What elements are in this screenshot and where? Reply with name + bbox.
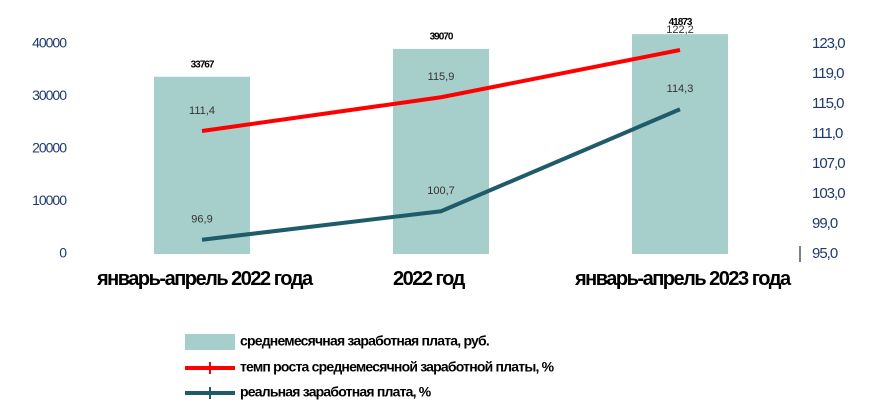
legend-label: реальная заработная плата, %: [240, 384, 432, 400]
y2-tick-label: 95,0: [812, 245, 838, 262]
y2-tick-label: 103,0: [812, 185, 845, 202]
y2-tick-label: 115,0: [812, 95, 844, 112]
x-tick-label: январь-апрель 2022 года: [97, 268, 313, 290]
x-tick-label: январь-апрель 2023 года: [575, 268, 791, 290]
x-tick-label: 2022 год: [393, 268, 465, 290]
y-tick-label: 30000: [32, 87, 67, 103]
y2-tick-label: 123,0: [812, 35, 845, 52]
bar: [632, 34, 728, 255]
bar-value-label: 41873: [669, 17, 693, 28]
line-value-label: 111,4: [189, 105, 215, 117]
line-value-label: 122,2: [666, 24, 694, 36]
line-value-label: 100,7: [427, 185, 455, 197]
bar: [393, 48, 489, 254]
y-tick-label: 10000: [32, 192, 67, 208]
y2-tick-label: 99,0: [812, 215, 838, 232]
bar-value-label: 33767: [191, 59, 215, 70]
bar-value-label: 39070: [430, 32, 454, 43]
legend-label: темп роста среднемесячной заработной пла…: [240, 359, 555, 375]
y-tick-label: 0: [59, 245, 67, 261]
y2-tick-label: 119,0: [812, 65, 844, 82]
line-value-label: 114,3: [667, 83, 694, 95]
bar: [154, 76, 250, 254]
line-value-label: 96,9: [191, 214, 212, 226]
legend-label: среднемесячная заработная плата, руб.: [240, 333, 489, 349]
y-tick-label: 20000: [32, 140, 67, 156]
y-tick-label: 40000: [32, 35, 67, 51]
y2-tick-label: 107,0: [812, 155, 845, 172]
line-series: [201, 107, 681, 242]
legend-swatch: [185, 334, 235, 350]
line-series: [201, 48, 681, 133]
line-value-label: 115,9: [428, 71, 455, 83]
y2-tick-label: 111,0: [812, 125, 843, 142]
